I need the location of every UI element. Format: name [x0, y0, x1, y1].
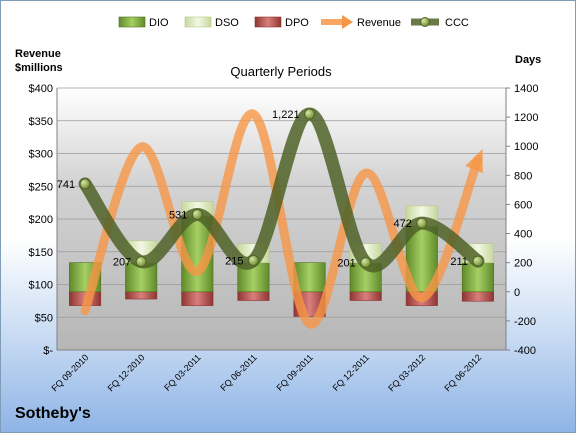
left-tick-label: $300 [29, 149, 53, 161]
left-tick-label: $50 [35, 312, 53, 324]
ccc-point [360, 257, 372, 269]
ccc-data-label: 215 [225, 255, 243, 267]
ccc-line [78, 107, 485, 273]
ccc-point [135, 256, 147, 268]
legend-label-dso: DSO [215, 17, 239, 29]
ccc-data-label: 1,221 [272, 109, 300, 121]
right-tick-label: 1400 [514, 83, 538, 95]
left-axis-label-line1: Revenue [15, 48, 61, 60]
bar-dpo [181, 291, 214, 306]
lines-layer [78, 107, 485, 329]
left-axis-label-line2: $millions [15, 62, 63, 74]
right-tick-label: 1200 [514, 112, 538, 124]
chart-title: Quarterly Periods [230, 64, 332, 79]
right-tick-label: 200 [514, 258, 532, 270]
ccc-data-label: 207 [113, 257, 131, 269]
category-label: FQ 03-2012 [386, 352, 427, 393]
ccc-point [304, 108, 316, 120]
left-tick-label: $400 [29, 83, 53, 95]
data-labels-layer: 741 207 531 215 1,221 201 472 211 [57, 109, 468, 269]
right-tick-label: 600 [514, 199, 532, 211]
ccc-data-label: 201 [337, 258, 355, 270]
legend-revenue-arrow [342, 15, 353, 29]
legend: DIO DSO DPO Revenue CCC [118, 15, 469, 29]
right-tick-label: 800 [514, 170, 532, 182]
bar-dpo [349, 291, 382, 301]
legend-swatch-dio [118, 16, 146, 28]
right-tick-label: 400 [514, 229, 532, 241]
left-tick-label: $100 [29, 280, 53, 292]
left-tick-label: $150 [29, 247, 53, 259]
bar-dpo [125, 291, 158, 300]
ccc-data-label: 472 [393, 218, 411, 230]
left-tick-label: $- [43, 345, 53, 357]
ccc-data-label: 741 [57, 179, 75, 191]
ccc-point [191, 208, 203, 220]
right-axis-label: Days [515, 54, 541, 66]
left-tick-label: $350 [29, 116, 53, 128]
legend-label-ccc: CCC [445, 17, 469, 29]
category-label: FQ 06-2012 [442, 352, 483, 393]
category-label: FQ 12-2011 [331, 352, 372, 393]
category-label: FQ 12-2010 [106, 352, 147, 393]
category-label: FQ 06-2011 [218, 352, 259, 393]
legend-label-dio: DIO [149, 17, 169, 29]
left-tick-label: $200 [29, 214, 53, 226]
legend-label-dpo: DPO [285, 17, 309, 29]
company-name: Sotheby's [15, 405, 91, 422]
ccc-point [472, 255, 484, 267]
revenue-arrow-head [465, 148, 483, 174]
bar-dpo [237, 291, 270, 301]
legend-label-revenue: Revenue [357, 17, 401, 29]
legend-ccc-point [420, 17, 430, 27]
left-tick-label: $250 [29, 181, 53, 193]
ccc-point [247, 254, 259, 266]
ccc-data-label: 211 [450, 256, 468, 268]
right-tick-label: 0 [514, 287, 520, 299]
category-label: FQ 09-2011 [274, 352, 315, 393]
ccc-point [416, 217, 428, 229]
right-tick-label: -200 [514, 316, 536, 328]
category-label: FQ 09-2010 [49, 352, 90, 393]
right-tick-label: -400 [514, 345, 536, 357]
legend-swatch-dpo [254, 16, 282, 28]
bar-dpo [461, 291, 494, 302]
legend-swatch-dso [184, 16, 212, 28]
ccc-point [79, 178, 91, 190]
category-label: FQ 03-2011 [162, 352, 203, 393]
ccc-data-label: 531 [169, 209, 187, 221]
right-tick-label: 1000 [514, 141, 538, 153]
